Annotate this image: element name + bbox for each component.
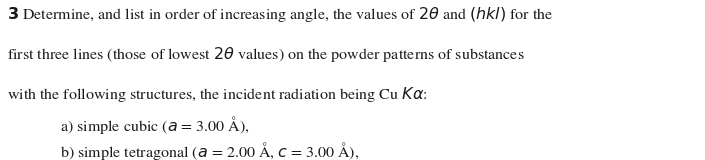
- Text: with the following structures, the incident radiation being Cu $K\alpha$:: with the following structures, the incid…: [7, 85, 428, 104]
- Text: first three lines (those of lowest $2\theta$ values) on the powder patterns of s: first three lines (those of lowest $2\th…: [7, 45, 525, 64]
- Text: $\mathbf{3}$ Determine, and list in order of increasing angle, the values of $2\: $\mathbf{3}$ Determine, and list in orde…: [7, 5, 553, 24]
- Text: a) simple cubic ($a$ = 3.00 Å),: a) simple cubic ($a$ = 3.00 Å),: [60, 114, 250, 136]
- Text: b) simple tetragonal ($a$ = 2.00 Å, $c$ = 3.00 Å),: b) simple tetragonal ($a$ = 2.00 Å, $c$ …: [60, 140, 360, 160]
